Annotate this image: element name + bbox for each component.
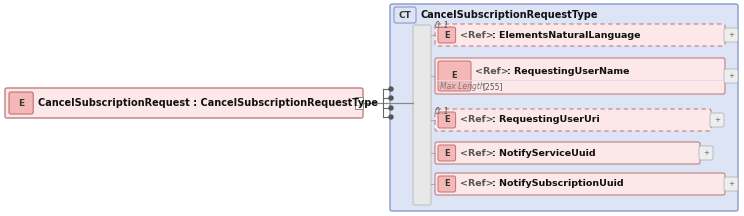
Text: <Ref>: <Ref> (460, 149, 493, 157)
FancyBboxPatch shape (5, 88, 363, 118)
Text: CancelSubscriptionRequest : CancelSubscriptionRequestType: CancelSubscriptionRequest : CancelSubscr… (38, 98, 378, 108)
FancyBboxPatch shape (438, 145, 455, 161)
FancyBboxPatch shape (724, 69, 738, 83)
Circle shape (389, 96, 393, 100)
Circle shape (389, 87, 393, 91)
FancyBboxPatch shape (435, 58, 725, 94)
FancyBboxPatch shape (438, 61, 471, 91)
Circle shape (389, 115, 393, 119)
Text: E: E (452, 71, 458, 81)
Text: <Ref>: <Ref> (475, 67, 509, 76)
Text: E: E (444, 179, 449, 189)
FancyBboxPatch shape (438, 112, 455, 128)
Text: <Ref>: <Ref> (460, 116, 493, 124)
Text: E: E (444, 149, 449, 157)
FancyBboxPatch shape (438, 27, 455, 43)
Text: : NotifyServiceUuid: : NotifyServiceUuid (492, 149, 595, 157)
Text: CancelSubscriptionRequestType: CancelSubscriptionRequestType (421, 10, 598, 20)
FancyBboxPatch shape (435, 173, 725, 195)
Text: E: E (18, 98, 24, 108)
FancyBboxPatch shape (710, 113, 724, 127)
Text: Max Length: Max Length (440, 82, 485, 91)
Text: E: E (444, 30, 449, 40)
Bar (355, 97, 363, 109)
Text: 0..1: 0..1 (435, 106, 449, 116)
Text: +: + (728, 32, 734, 38)
FancyBboxPatch shape (724, 28, 738, 42)
Text: : RequestingUserName: : RequestingUserName (507, 67, 629, 76)
Text: : RequestingUserUri: : RequestingUserUri (492, 116, 600, 124)
Text: CT: CT (399, 11, 411, 19)
FancyBboxPatch shape (390, 4, 738, 211)
FancyBboxPatch shape (435, 24, 725, 46)
FancyBboxPatch shape (438, 176, 455, 192)
Text: <Ref>: <Ref> (460, 179, 493, 189)
Text: 0..1: 0..1 (435, 22, 449, 30)
FancyBboxPatch shape (435, 142, 700, 164)
Text: E: E (444, 116, 449, 124)
Text: [255]: [255] (482, 82, 502, 91)
FancyBboxPatch shape (413, 25, 431, 205)
FancyBboxPatch shape (699, 146, 713, 160)
Text: +: + (714, 117, 720, 123)
FancyBboxPatch shape (435, 109, 711, 131)
Text: +: + (728, 73, 734, 79)
FancyBboxPatch shape (9, 92, 33, 114)
Text: +: + (728, 181, 734, 187)
Text: <Ref>: <Ref> (460, 30, 493, 40)
Circle shape (389, 106, 393, 110)
Text: : NotifySubscriptionUuid: : NotifySubscriptionUuid (492, 179, 623, 189)
FancyBboxPatch shape (724, 177, 738, 191)
Text: +: + (703, 150, 709, 156)
FancyBboxPatch shape (394, 7, 416, 23)
Text: : ElementsNaturalLanguage: : ElementsNaturalLanguage (492, 30, 640, 40)
